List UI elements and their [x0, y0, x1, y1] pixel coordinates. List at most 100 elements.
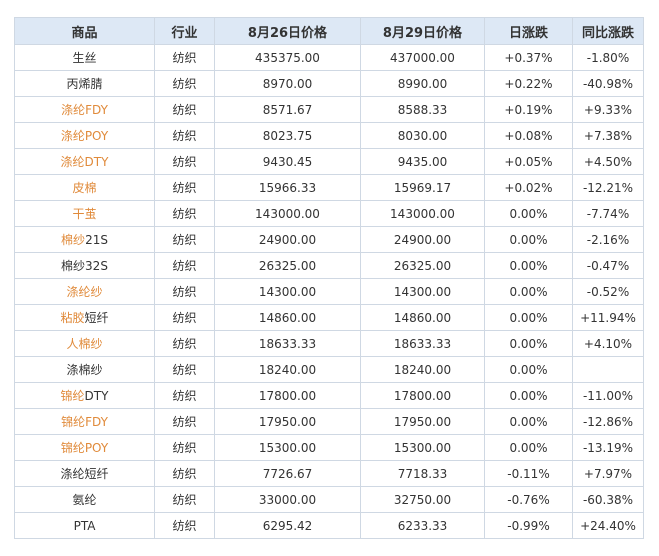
commodity-name[interactable]: 干茧: [14, 200, 155, 227]
header-price-aug29[interactable]: 8月29日价格: [360, 17, 485, 45]
commodity-name-text[interactable]: 干茧: [72, 207, 97, 221]
industry-cell: 纺织: [154, 460, 215, 487]
commodity-name[interactable]: 涤纶DTY: [14, 148, 155, 175]
price-aug29-cell: 17950.00: [360, 408, 485, 435]
table-row: 涤纶短纤 纺织 7726.67 7718.33 -0.11% +7.97%: [14, 460, 644, 487]
yoy-change-cell: [572, 356, 644, 383]
commodity-name-text[interactable]: 涤纶DTY: [60, 155, 109, 169]
yoy-change-cell: +7.97%: [572, 460, 644, 487]
commodity-name-text[interactable]: 锦纶FDY: [61, 415, 108, 429]
price-aug26-cell: 15966.33: [214, 174, 361, 201]
commodity-name-text[interactable]: 涤纶POY: [60, 129, 109, 143]
commodity-name-text[interactable]: 人棉纱: [66, 337, 103, 351]
price-aug26-cell: 14860.00: [214, 304, 361, 331]
price-aug26-cell: 8970.00: [214, 70, 361, 97]
table-row: 锦纶FDY 纺织 17950.00 17950.00 0.00% -12.86%: [14, 408, 644, 435]
industry-cell: 纺织: [154, 44, 215, 71]
daily-change-cell: 0.00%: [484, 356, 573, 383]
industry-cell: 纺织: [154, 148, 215, 175]
commodity-name[interactable]: 涤纶FDY: [14, 96, 155, 123]
industry-cell: 纺织: [154, 304, 215, 331]
industry-cell: 纺织: [154, 512, 215, 539]
industry-cell: 纺织: [154, 252, 215, 279]
commodity-name-text: PTA: [73, 518, 96, 533]
commodity-name[interactable]: 人棉纱: [14, 330, 155, 357]
commodity-name-text: 棉纱32S: [61, 259, 108, 273]
price-aug29-cell: 143000.00: [360, 200, 485, 227]
header-commodity[interactable]: 商品: [14, 17, 155, 45]
commodity-name: 氨纶: [14, 486, 155, 513]
daily-change-cell: -0.76%: [484, 486, 573, 513]
commodity-name: 涤纶短纤: [14, 460, 155, 487]
commodity-name-text[interactable]: 皮棉: [72, 181, 97, 195]
daily-change-cell: -0.99%: [484, 512, 573, 539]
commodity-name-text[interactable]: 锦纶POY: [60, 441, 109, 455]
commodity-name[interactable]: 粘胶短纤: [14, 304, 155, 331]
yoy-change-cell: +24.40%: [572, 512, 644, 539]
table-row: 锦纶POY 纺织 15300.00 15300.00 0.00% -13.19%: [14, 434, 644, 461]
commodity-name[interactable]: 锦纶FDY: [14, 408, 155, 435]
industry-cell: 纺织: [154, 408, 215, 435]
industry-cell: 纺织: [154, 434, 215, 461]
commodity-name-text[interactable]: 涤纶纱: [66, 285, 103, 299]
commodity-name[interactable]: 涤纶POY: [14, 122, 155, 149]
price-aug26-cell: 9430.45: [214, 148, 361, 175]
yoy-change-cell: -13.19%: [572, 434, 644, 461]
commodity-name[interactable]: 锦纶DTY: [14, 382, 155, 409]
daily-change-cell: 0.00%: [484, 304, 573, 331]
commodity-name-text: 生丝: [72, 51, 97, 65]
table-row: 丙烯腈 纺织 8970.00 8990.00 +0.22% -40.98%: [14, 70, 644, 97]
commodity-name[interactable]: 锦纶POY: [14, 434, 155, 461]
daily-change-cell: 0.00%: [484, 408, 573, 435]
industry-cell: 纺织: [154, 356, 215, 383]
price-aug29-cell: 24900.00: [360, 226, 485, 253]
table-row: 涤纶纱 纺织 14300.00 14300.00 0.00% -0.52%: [14, 278, 644, 305]
yoy-change-cell: +4.10%: [572, 330, 644, 357]
price-aug29-cell: 8030.00: [360, 122, 485, 149]
commodity-name-text: 丙烯腈: [66, 77, 103, 91]
commodity-name-text: 氨纶: [72, 493, 97, 507]
commodity-name-text[interactable]: 锦纶DTY: [60, 389, 109, 403]
industry-cell: 纺织: [154, 226, 215, 253]
yoy-change-cell: -1.80%: [572, 44, 644, 71]
commodity-name-text[interactable]: 棉纱21S: [61, 233, 108, 247]
industry-cell: 纺织: [154, 70, 215, 97]
industry-cell: 纺织: [154, 278, 215, 305]
yoy-change-cell: +11.94%: [572, 304, 644, 331]
header-yoy-change[interactable]: 同比涨跌: [572, 17, 644, 45]
price-aug29-cell: 32750.00: [360, 486, 485, 513]
table-row: 棉纱21S 纺织 24900.00 24900.00 0.00% -2.16%: [14, 226, 644, 253]
yoy-change-cell: -60.38%: [572, 486, 644, 513]
header-price-aug26[interactable]: 8月26日价格: [214, 17, 361, 45]
daily-change-cell: 0.00%: [484, 226, 573, 253]
table-row: 人棉纱 纺织 18633.33 18633.33 0.00% +4.10%: [14, 330, 644, 357]
commodity-name[interactable]: 皮棉: [14, 174, 155, 201]
price-aug29-cell: 18633.33: [360, 330, 485, 357]
yoy-change-cell: -11.00%: [572, 382, 644, 409]
price-aug29-cell: 17800.00: [360, 382, 485, 409]
header-daily-change[interactable]: 日涨跌: [484, 17, 573, 45]
price-aug29-cell: 14300.00: [360, 278, 485, 305]
daily-change-cell: +0.22%: [484, 70, 573, 97]
commodity-name-text[interactable]: 粘胶短纤: [60, 311, 109, 325]
yoy-change-cell: -40.98%: [572, 70, 644, 97]
commodity-name[interactable]: 涤纶纱: [14, 278, 155, 305]
yoy-change-cell: -12.86%: [572, 408, 644, 435]
price-aug26-cell: 143000.00: [214, 200, 361, 227]
daily-change-cell: 0.00%: [484, 200, 573, 227]
header-industry[interactable]: 行业: [154, 17, 215, 45]
yoy-change-cell: +7.38%: [572, 122, 644, 149]
commodity-name[interactable]: 棉纱21S: [14, 226, 155, 253]
price-table: 商品 行业 8月26日价格 8月29日价格 日涨跌 同比涨跌 生丝 纺织 43537…: [14, 17, 644, 539]
commodity-name: 涤棉纱: [14, 356, 155, 383]
commodity-name: 丙烯腈: [14, 70, 155, 97]
commodity-name-text[interactable]: 涤纶FDY: [61, 103, 108, 117]
industry-cell: 纺织: [154, 122, 215, 149]
daily-change-cell: 0.00%: [484, 330, 573, 357]
price-aug26-cell: 7726.67: [214, 460, 361, 487]
price-aug26-cell: 24900.00: [214, 226, 361, 253]
table-header-row: 商品 行业 8月26日价格 8月29日价格 日涨跌 同比涨跌: [14, 17, 644, 45]
yoy-change-cell: +4.50%: [572, 148, 644, 175]
price-aug29-cell: 14860.00: [360, 304, 485, 331]
commodity-name: 棉纱32S: [14, 252, 155, 279]
